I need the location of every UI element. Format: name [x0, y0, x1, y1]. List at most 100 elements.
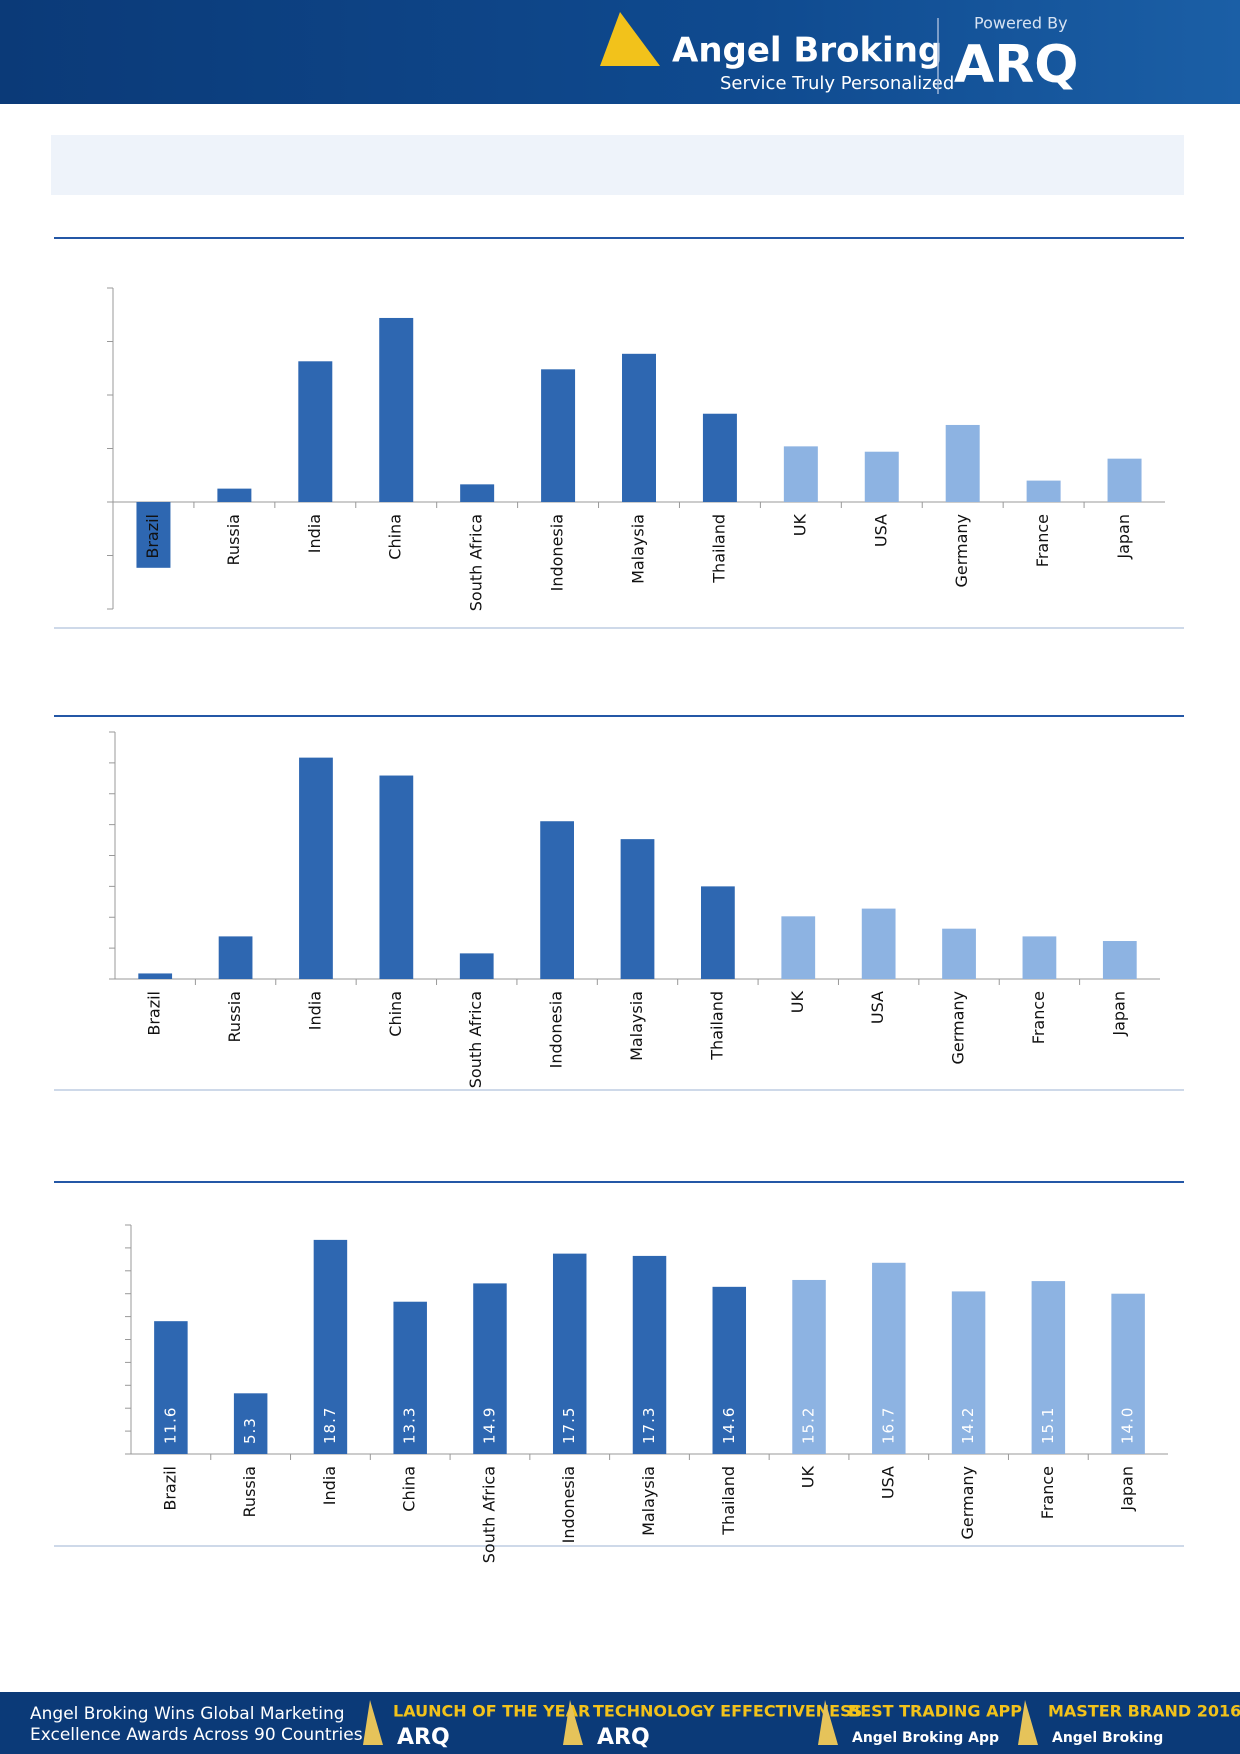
bar	[218, 936, 253, 979]
award-title: BEST TRADING APP	[848, 1702, 1022, 1721]
award-icon	[363, 1700, 383, 1745]
x-tick-label: Japan	[1114, 514, 1133, 560]
award-icon	[1018, 1700, 1038, 1745]
bar	[136, 502, 171, 568]
bar	[702, 413, 737, 502]
bar	[945, 424, 980, 502]
data-label: 14.2	[959, 1407, 977, 1444]
bar	[540, 821, 574, 979]
x-tick-label: Thailand	[719, 1466, 738, 1536]
bar	[861, 908, 896, 979]
bar	[1111, 1293, 1145, 1454]
bar	[872, 1262, 906, 1454]
powered-by: Powered By	[974, 14, 1068, 33]
bar	[459, 953, 494, 979]
x-tick-label: Brazil	[143, 514, 162, 559]
x-tick-label: Russia	[224, 514, 243, 565]
x-tick-label: Malaysia	[639, 1466, 658, 1536]
data-label: 18.7	[321, 1407, 339, 1444]
x-tick-label: Brazil	[145, 991, 164, 1036]
bar	[1022, 936, 1057, 979]
data-label: 16.7	[879, 1407, 897, 1444]
x-tick-label: Brazil	[160, 1466, 179, 1511]
bar	[154, 1321, 188, 1454]
bar	[942, 928, 976, 979]
award-sub: ARQ	[597, 1725, 650, 1750]
data-label: 5.3	[241, 1417, 259, 1444]
bar	[233, 1393, 268, 1454]
x-tick-label: Germany	[952, 514, 971, 588]
data-label: 13.3	[401, 1407, 419, 1444]
bar	[138, 973, 173, 979]
bar	[541, 369, 576, 502]
data-label: 14.9	[480, 1407, 498, 1444]
award-sub: Angel Broking	[1052, 1730, 1163, 1746]
x-tick-label: India	[305, 991, 324, 1030]
x-tick-label: Japan	[1118, 1466, 1137, 1512]
data-label: 14.6	[720, 1407, 738, 1444]
x-tick-label: Indonesia	[559, 1466, 578, 1543]
x-tick-label: Thailand	[707, 991, 726, 1061]
bar	[781, 916, 816, 979]
x-tick-label: Indonesia	[547, 991, 566, 1068]
award-icon	[563, 1700, 583, 1745]
bar	[313, 1239, 348, 1454]
award-sub: Angel Broking App	[852, 1730, 999, 1746]
bar	[792, 1279, 826, 1454]
x-tick-label: France	[1038, 1466, 1057, 1519]
bar	[1107, 458, 1142, 502]
x-tick-label: UK	[799, 1465, 818, 1488]
x-tick-label: China	[386, 991, 405, 1037]
bar	[1102, 941, 1137, 979]
award-title: TECHNOLOGY EFFECTIVENESS	[593, 1702, 862, 1721]
footer-headline: Angel Broking Wins Global Marketing	[30, 1704, 345, 1724]
x-tick-label: USA	[878, 1466, 897, 1499]
brand: Angel Broking	[672, 31, 942, 71]
x-tick-label: UK	[790, 513, 809, 536]
footer-headline: Excellence Awards Across 90 Countries	[30, 1725, 363, 1745]
bar	[298, 361, 333, 502]
x-tick-label: Germany	[949, 991, 968, 1065]
x-tick-label: France	[1033, 514, 1052, 567]
x-tick-label: China	[400, 1466, 419, 1512]
bar	[783, 446, 818, 502]
logo-icon	[600, 12, 660, 66]
x-tick-label: Thailand	[709, 514, 728, 584]
x-tick-label: India	[305, 514, 324, 553]
x-tick-label: Malaysia	[629, 514, 648, 584]
bar	[712, 1286, 747, 1454]
award-title: LAUNCH OF THE YEAR	[393, 1702, 590, 1721]
bar	[864, 451, 899, 502]
bar	[620, 839, 655, 979]
x-tick-label: South Africa	[479, 1466, 498, 1563]
bar	[473, 1283, 507, 1454]
bar	[379, 317, 414, 502]
title-box	[51, 135, 1184, 195]
data-label: 15.1	[1039, 1407, 1057, 1444]
bar	[701, 886, 735, 979]
bar	[1031, 1281, 1066, 1454]
tagline: Service Truly Personalized	[720, 73, 954, 94]
bar	[951, 1291, 986, 1454]
data-label: 11.6	[161, 1407, 179, 1444]
bar	[622, 353, 656, 502]
x-tick-label: Indonesia	[548, 514, 567, 591]
award-sub: ARQ	[397, 1725, 450, 1750]
x-tick-label: Malaysia	[627, 991, 646, 1061]
bar	[299, 757, 333, 979]
product: ARQ	[954, 35, 1079, 95]
x-tick-label: Russia	[225, 991, 244, 1042]
bar	[632, 1255, 667, 1454]
bar	[393, 1301, 427, 1454]
data-label: 17.3	[640, 1407, 658, 1444]
x-tick-label: South Africa	[466, 991, 485, 1088]
bar	[460, 484, 495, 502]
bar	[379, 775, 414, 979]
data-label: 17.5	[560, 1407, 578, 1444]
award-icon	[818, 1700, 838, 1745]
x-tick-label: China	[386, 514, 405, 560]
x-tick-label: USA	[868, 991, 887, 1024]
x-tick-label: Japan	[1109, 991, 1128, 1037]
award-title: MASTER BRAND 2016	[1048, 1702, 1240, 1721]
